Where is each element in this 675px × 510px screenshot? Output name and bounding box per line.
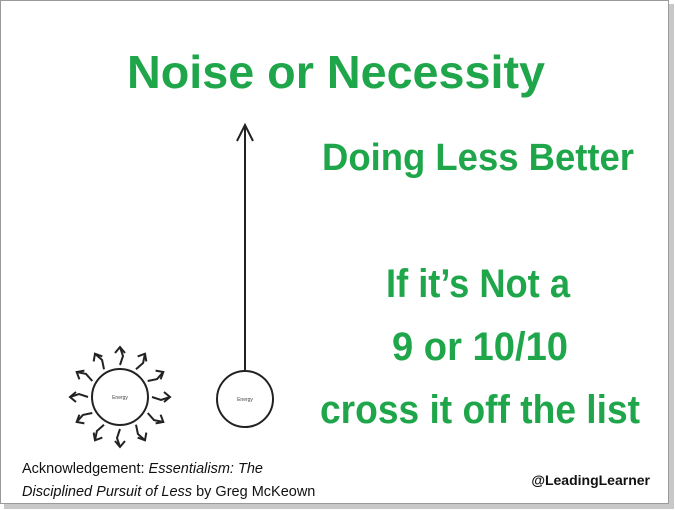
energy-arrow [115,428,121,448]
slide-shadow [669,4,674,508]
energy-arrow-head [137,352,148,362]
energy-arrow [135,424,146,442]
acknowledgement-prefix: Acknowledgement: [22,461,145,477]
focused-energy-diagram: Energy [216,122,274,428]
energy-arrow-head [92,432,103,442]
energy-label: Energy [112,395,128,401]
energy-arrow [94,423,105,441]
energy-arrow-head [75,414,85,425]
message-line: If it’s Not a [386,262,571,306]
acknowledgement: Acknowledgement: Essentialism: The [22,461,263,477]
message-line: cross it off the list [320,388,640,432]
arrow-head [236,122,254,142]
energy-arrow [69,392,89,398]
title: Noise or Necessity [127,46,545,98]
slide-shadow [4,504,674,509]
energy-arrow [146,412,164,423]
energy-arrow-head [155,414,165,425]
scattered-energy-diagram: Energy [68,345,172,449]
energy-arrow-head [163,391,172,403]
energy-arrow-head [68,391,77,403]
acknowledgement-suffix: by Greg McKeown [196,484,315,500]
energy-circle [91,368,149,426]
energy-arrow-head [75,369,85,380]
subtitle: Doing Less Better [322,137,634,179]
book-title: Disciplined Pursuit of Less [22,484,192,500]
acknowledgement: Disciplined Pursuit of Less by Greg McKe… [22,484,315,500]
energy-arrow [147,371,165,382]
book-title: Essentialism: The [149,461,263,477]
energy-arrow [119,346,125,366]
energy-arrow-head [114,345,126,354]
energy-arrow [76,371,94,382]
energy-arrow [135,353,146,371]
slide-frame [0,0,669,504]
energy-arrow-head [114,440,126,449]
handle: @LeadingLearner [531,472,650,488]
energy-arrow-head [155,369,165,380]
energy-arrow-head [137,432,148,442]
energy-arrow-head [92,352,103,362]
energy-arrow [94,352,105,370]
message-line: 9 or 10/10 [392,325,568,369]
energy-label: Energy [237,397,253,403]
energy-arrow [75,412,93,423]
energy-arrow [151,396,171,402]
